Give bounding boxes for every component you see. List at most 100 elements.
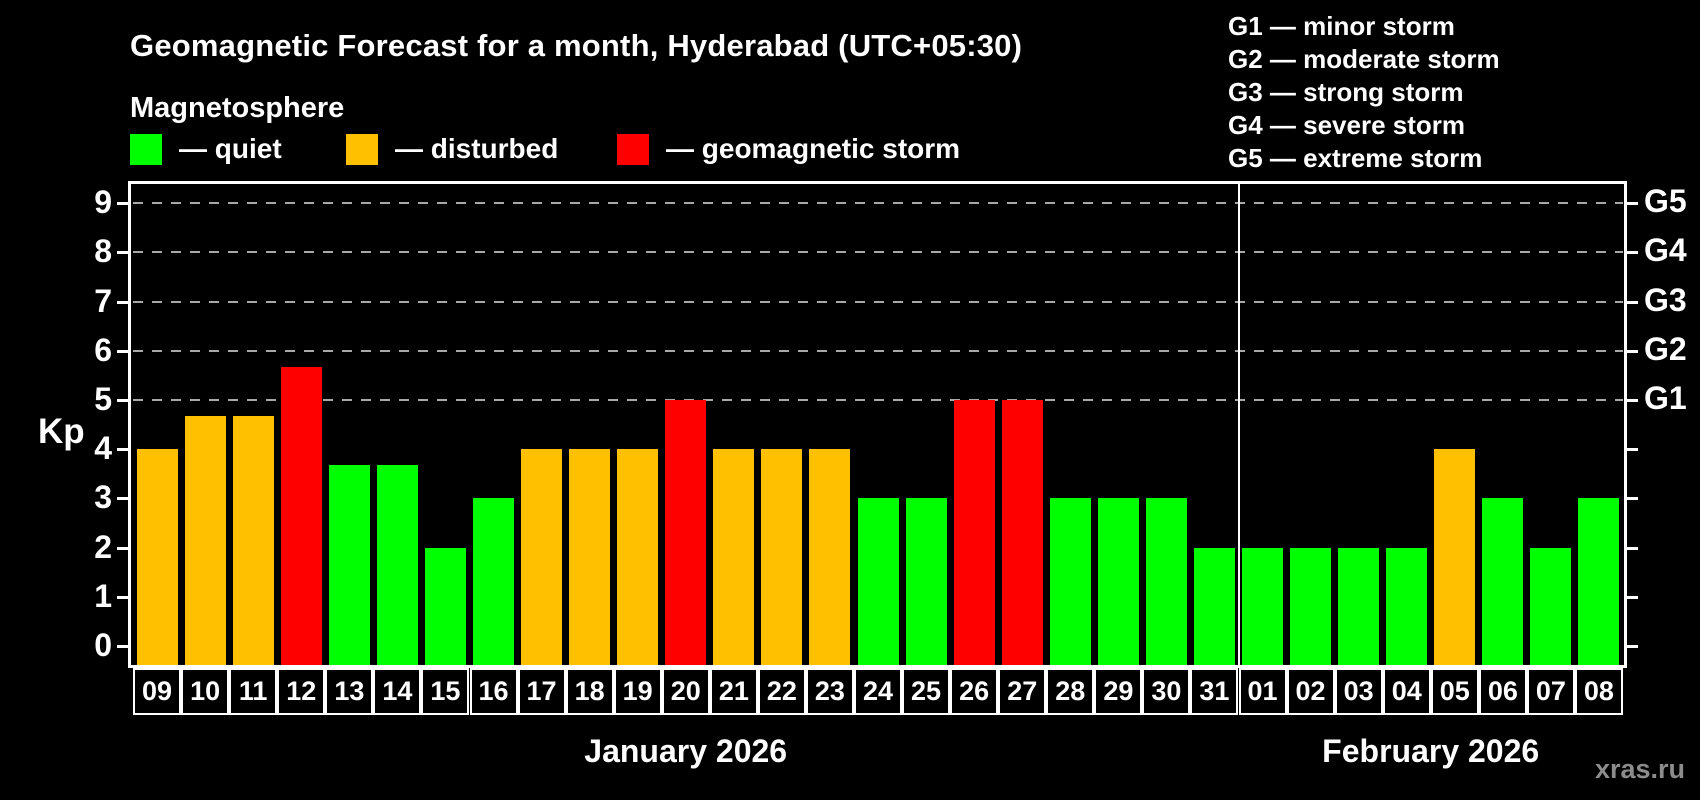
- g-label-G5: G5: [1644, 183, 1687, 220]
- kp-bar-day-13: [328, 465, 370, 665]
- day-label-01: 01: [1238, 668, 1287, 715]
- gridline-kp5: [133, 399, 1623, 401]
- legend-label-storm: — geomagnetic storm: [666, 133, 961, 164]
- gridline-kp6: [133, 349, 1623, 352]
- y-tick-6: [117, 349, 128, 353]
- right-tick-1: [1627, 595, 1638, 599]
- kp-bar-day-11: [232, 416, 274, 665]
- g-legend-line: G5 — extreme storm: [1228, 143, 1483, 173]
- day-label-15: 15: [421, 668, 470, 715]
- right-tick-2: [1627, 546, 1638, 550]
- right-tick-8: [1627, 251, 1638, 255]
- day-label-19: 19: [613, 668, 662, 715]
- kp-bar-day-02: [1290, 547, 1332, 665]
- month-separator: [1237, 184, 1240, 665]
- y-tick-5: [117, 399, 128, 402]
- right-tick-4: [1627, 448, 1638, 452]
- y-tick-label-8: 8: [94, 233, 112, 270]
- y-tick-9: [117, 202, 128, 206]
- kp-bar-day-21: [713, 449, 755, 665]
- kp-bar-day-22: [761, 449, 803, 665]
- kp-bar-day-19: [617, 449, 659, 665]
- kp-bar-day-28: [1049, 498, 1091, 665]
- y-tick-label-1: 1: [94, 577, 112, 614]
- right-tick-6: [1627, 349, 1638, 353]
- kp-bar-day-15: [424, 547, 466, 665]
- g-legend-line: G2 — moderate storm: [1228, 44, 1500, 74]
- g-label-G2: G2: [1644, 330, 1687, 367]
- kp-bar-day-30: [1145, 498, 1187, 665]
- g-label-G3: G3: [1644, 281, 1687, 318]
- kp-bar-day-26: [953, 400, 995, 665]
- y-tick-label-4: 4: [94, 430, 112, 467]
- right-tick-0: [1627, 645, 1638, 648]
- y-tick-label-3: 3: [94, 479, 112, 516]
- plot-border: [128, 181, 1627, 668]
- kp-bar-day-07: [1530, 547, 1572, 665]
- right-tick-3: [1627, 497, 1638, 501]
- g-scale-legend: G1 — minor storm G2 — moderate storm G3 — …: [1228, 10, 1500, 175]
- day-label-18: 18: [565, 668, 614, 715]
- g-legend-line: G4 — severe storm: [1228, 110, 1466, 140]
- kp-bar-day-29: [1097, 498, 1139, 665]
- right-tick-7: [1627, 300, 1638, 304]
- kp-bar-day-09: [136, 449, 178, 665]
- day-label-02: 02: [1286, 668, 1335, 715]
- month-label-january: January 2026: [584, 733, 788, 769]
- y-tick-4: [117, 448, 128, 452]
- legend-label-disturbed: — disturbed: [395, 133, 559, 164]
- kp-bar-day-05: [1434, 449, 1476, 665]
- y-tick-8: [117, 251, 128, 255]
- day-label-30: 30: [1142, 668, 1191, 715]
- kp-bar-day-14: [376, 465, 418, 665]
- watermark: xras.ru: [1594, 754, 1685, 784]
- day-label-16: 16: [469, 668, 518, 715]
- y-tick-label-5: 5: [94, 381, 112, 417]
- day-label-13: 13: [325, 668, 374, 715]
- legend-item-disturbed: — disturbed: [346, 133, 558, 165]
- kp-bar-day-01: [1242, 547, 1284, 665]
- y-tick-0: [117, 645, 128, 648]
- day-label-10: 10: [181, 668, 230, 715]
- kp-bar-day-10: [184, 416, 226, 665]
- day-label-25: 25: [902, 668, 951, 715]
- kp-bar-day-12: [280, 367, 322, 665]
- y-tick-label-7: 7: [94, 282, 112, 319]
- day-label-14: 14: [373, 668, 422, 715]
- g-legend-line: G3 — strong storm: [1228, 77, 1464, 107]
- kp-bar-day-17: [521, 449, 563, 665]
- day-label-31: 31: [1190, 668, 1239, 715]
- legend-item-quiet: — quiet: [130, 133, 282, 165]
- kp-bar-day-23: [809, 449, 851, 665]
- y-tick-label-0: 0: [94, 627, 112, 663]
- kp-bar-day-08: [1578, 498, 1620, 665]
- legend-item-storm: — geomagnetic storm: [617, 133, 960, 165]
- y-tick-1: [117, 595, 128, 599]
- kp-bar-day-04: [1386, 547, 1428, 665]
- storm-color-swatch: [617, 133, 649, 165]
- day-label-27: 27: [998, 668, 1047, 715]
- y-axis-title: Kp: [38, 412, 85, 451]
- day-label-04: 04: [1382, 668, 1431, 715]
- day-label-07: 07: [1526, 668, 1575, 715]
- gridline-kp9: [133, 202, 1623, 205]
- kp-bar-day-20: [665, 400, 707, 665]
- kp-bar-day-06: [1482, 498, 1524, 665]
- month-label-february: February 2026: [1322, 733, 1540, 769]
- day-label-05: 05: [1430, 668, 1479, 715]
- day-label-21: 21: [709, 668, 758, 715]
- y-tick-3: [117, 497, 128, 501]
- day-label-08: 08: [1574, 668, 1623, 715]
- day-label-28: 28: [1046, 668, 1095, 715]
- y-tick-label-9: 9: [94, 184, 112, 221]
- day-label-29: 29: [1094, 668, 1143, 715]
- y-tick-7: [117, 300, 128, 304]
- day-label-24: 24: [854, 668, 903, 715]
- kp-bar-day-31: [1193, 547, 1235, 665]
- kp-bar-day-16: [473, 498, 515, 665]
- right-tick-5: [1627, 399, 1638, 402]
- day-label-06: 06: [1478, 668, 1527, 715]
- g-legend-line: G1 — minor storm: [1228, 11, 1455, 41]
- legend-label-quiet: — quiet: [179, 133, 282, 164]
